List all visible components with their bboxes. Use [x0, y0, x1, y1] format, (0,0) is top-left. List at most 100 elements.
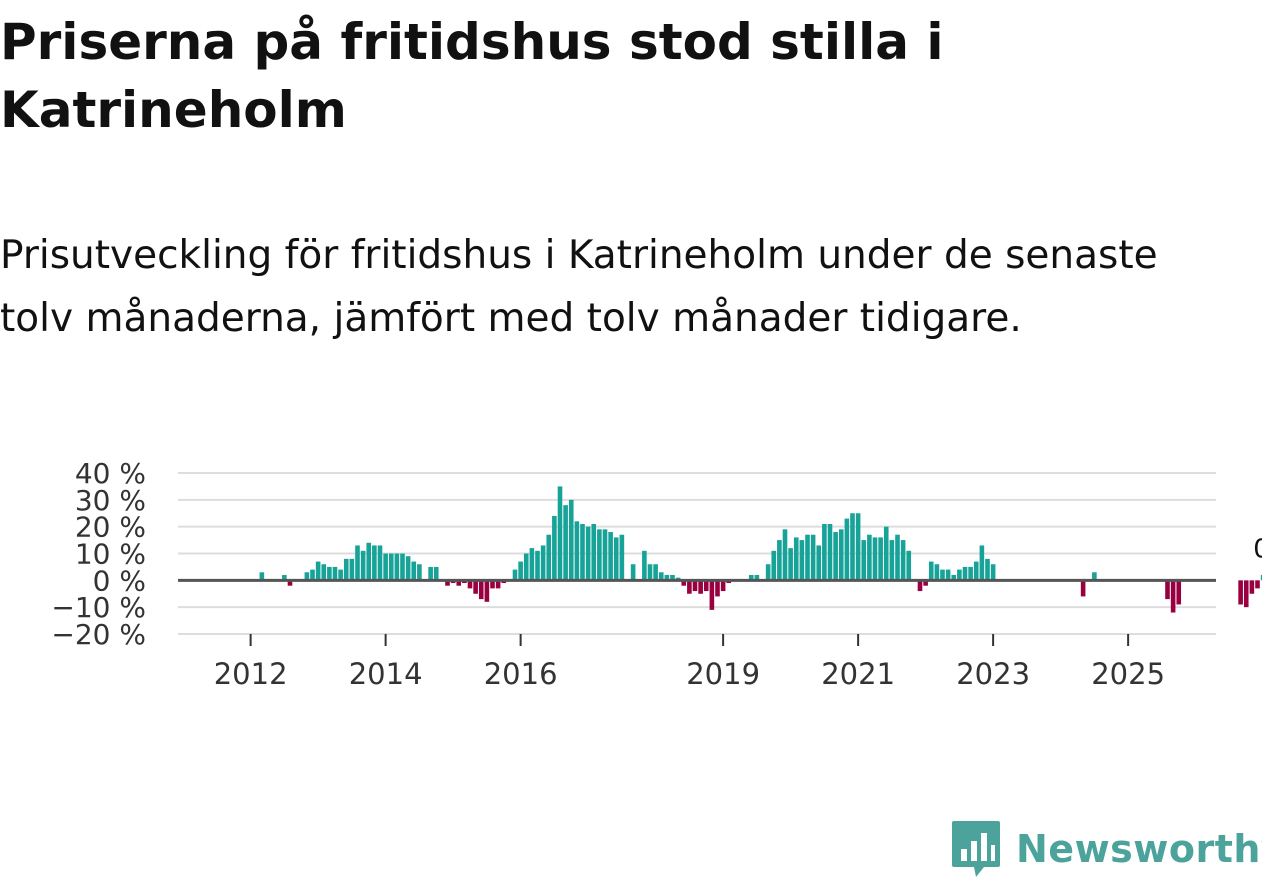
bar [417, 564, 422, 581]
bar [878, 537, 883, 581]
bar [923, 580, 928, 586]
bar [535, 550, 540, 581]
bar [990, 564, 996, 581]
x-tick-label: 2016 [484, 657, 558, 691]
bar [1080, 580, 1086, 597]
bar [777, 540, 782, 581]
bar [377, 545, 383, 581]
bar [518, 561, 523, 581]
bar [372, 545, 377, 581]
bar [304, 572, 310, 581]
bar [478, 580, 484, 600]
bar [968, 566, 973, 581]
latest-value-annotation: 0 % [1253, 535, 1262, 565]
bar [900, 540, 906, 581]
x-axis-ticks: 2012 2014 2016 2019 2021 2023 2025 [214, 634, 1165, 691]
bar [822, 523, 827, 581]
bar [883, 526, 889, 581]
bar [433, 566, 439, 581]
bar [630, 564, 636, 581]
bar [608, 532, 613, 581]
bar [928, 561, 934, 581]
bar [512, 569, 518, 581]
bar [619, 534, 625, 581]
bar [647, 564, 653, 581]
bar [793, 537, 799, 581]
x-tick-label: 2025 [1091, 657, 1165, 691]
bar [552, 515, 557, 581]
bar [748, 574, 754, 581]
bar [771, 550, 777, 581]
bar [985, 558, 990, 581]
bar [1170, 580, 1176, 613]
bar [360, 550, 366, 581]
bar [940, 569, 945, 581]
bar [383, 553, 388, 581]
y-tick-label: 40 % [75, 457, 146, 490]
bar [1249, 580, 1255, 594]
bar [456, 580, 462, 586]
bar [445, 580, 450, 586]
y-tick-label: 0 % [93, 564, 146, 597]
bar [388, 553, 394, 581]
bar [321, 564, 327, 581]
y-axis-ticks: 40 %30 %20 %10 %0 %−10 %−20 % [51, 457, 146, 651]
bar [568, 499, 574, 581]
bar [282, 574, 287, 581]
bar [1165, 580, 1170, 600]
bar [833, 532, 838, 581]
bar [844, 518, 850, 581]
bar [315, 561, 321, 581]
y-tick-label: 30 % [75, 484, 146, 517]
bar [850, 513, 855, 581]
bar [540, 545, 546, 581]
bar [703, 580, 709, 592]
x-tick-label: 2021 [821, 657, 895, 691]
bar [720, 580, 726, 592]
bar [343, 558, 349, 581]
bar [1176, 580, 1182, 605]
bar [855, 513, 861, 581]
bar [597, 529, 602, 581]
bar [405, 556, 411, 581]
bar [349, 558, 355, 581]
bar [495, 580, 501, 589]
bar [715, 580, 720, 597]
bar [400, 553, 405, 581]
bar-chart: 40 %30 %20 %10 %0 %−10 %−20 % 2012 2014 20… [51, 457, 1262, 691]
bar [355, 545, 360, 581]
bar [658, 572, 664, 581]
bar [1238, 580, 1243, 605]
bar [951, 574, 957, 581]
bar [782, 529, 788, 581]
bar [895, 534, 900, 581]
bar [338, 569, 343, 581]
bar [557, 486, 563, 581]
bar [889, 540, 895, 581]
chart-title: Priserna på fritidshus stod stilla i Kat… [0, 13, 944, 139]
bar [805, 534, 810, 581]
bar [529, 548, 535, 581]
bar [765, 564, 771, 581]
bar [957, 569, 962, 581]
bar [979, 545, 985, 581]
brand-name: Newsworthy [1016, 827, 1262, 871]
bar [816, 545, 822, 581]
bar [945, 569, 951, 581]
y-tick-label: 20 % [75, 511, 146, 544]
bar [754, 574, 760, 581]
bar [366, 542, 372, 581]
bar [563, 505, 568, 581]
bar [917, 580, 923, 592]
bar [698, 580, 703, 594]
bar [591, 523, 597, 581]
bar [799, 540, 805, 581]
bar [1260, 574, 1262, 581]
bar [962, 566, 968, 581]
chart-subtitle: Prisutveckling för fritidshus i Katrineh… [0, 233, 1158, 341]
bar [867, 534, 872, 581]
bar [687, 580, 692, 594]
y-tick-label: −20 % [51, 618, 146, 651]
bar [664, 574, 670, 581]
bar [287, 580, 293, 586]
